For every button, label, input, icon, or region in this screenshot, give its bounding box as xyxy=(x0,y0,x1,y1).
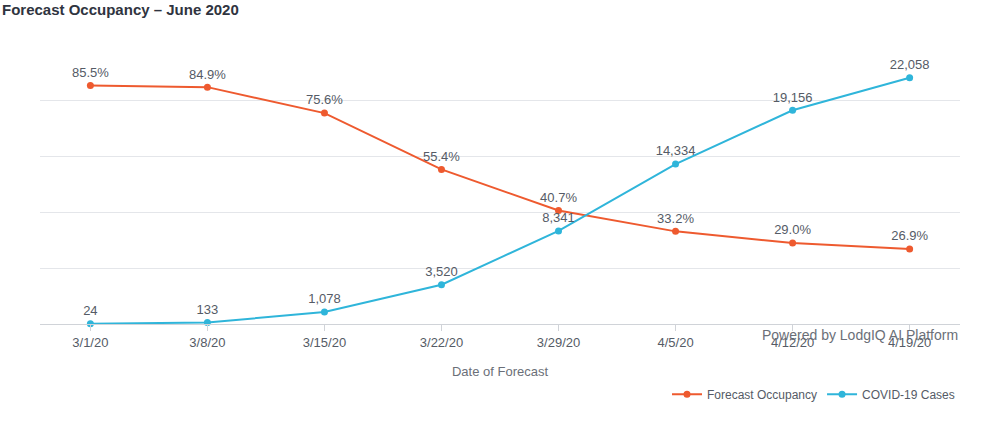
svg-text:133: 133 xyxy=(197,302,219,317)
svg-text:4/5/20: 4/5/20 xyxy=(657,335,693,350)
svg-text:8,341: 8,341 xyxy=(542,210,575,225)
svg-text:Forecast Occupancy – June 2020: Forecast Occupancy – June 2020 xyxy=(2,1,239,18)
svg-text:3/29/20: 3/29/20 xyxy=(537,335,580,350)
svg-text:55.4%: 55.4% xyxy=(423,149,460,164)
svg-text:Powered by LodgIQ AI Platform: Powered by LodgIQ AI Platform xyxy=(762,327,958,343)
svg-text:26.9%: 26.9% xyxy=(891,228,928,243)
svg-text:COVID-19 Cases: COVID-19 Cases xyxy=(862,388,955,402)
svg-text:40.7%: 40.7% xyxy=(540,190,577,205)
svg-text:24: 24 xyxy=(83,303,97,318)
svg-text:Forecast Occupancy: Forecast Occupancy xyxy=(707,388,817,402)
svg-text:Date of Forecast: Date of Forecast xyxy=(452,364,548,379)
svg-text:4/19/20: 4/19/20 xyxy=(888,335,931,350)
svg-text:3/15/20: 3/15/20 xyxy=(303,335,346,350)
svg-text:33.2%: 33.2% xyxy=(657,211,694,226)
svg-text:3/1/20: 3/1/20 xyxy=(72,335,108,350)
svg-text:3,520: 3,520 xyxy=(425,264,458,279)
svg-text:14,334: 14,334 xyxy=(656,143,696,158)
svg-text:19,156: 19,156 xyxy=(773,90,813,105)
svg-text:22,058: 22,058 xyxy=(890,57,930,72)
svg-text:4/12/20: 4/12/20 xyxy=(771,335,814,350)
svg-text:85.5%: 85.5% xyxy=(72,65,109,80)
svg-text:84.9%: 84.9% xyxy=(189,67,226,82)
svg-text:3/22/20: 3/22/20 xyxy=(420,335,463,350)
svg-text:29.0%: 29.0% xyxy=(774,222,811,237)
svg-text:1,078: 1,078 xyxy=(308,291,341,306)
svg-text:3/8/20: 3/8/20 xyxy=(189,335,225,350)
svg-text:75.6%: 75.6% xyxy=(306,92,343,107)
